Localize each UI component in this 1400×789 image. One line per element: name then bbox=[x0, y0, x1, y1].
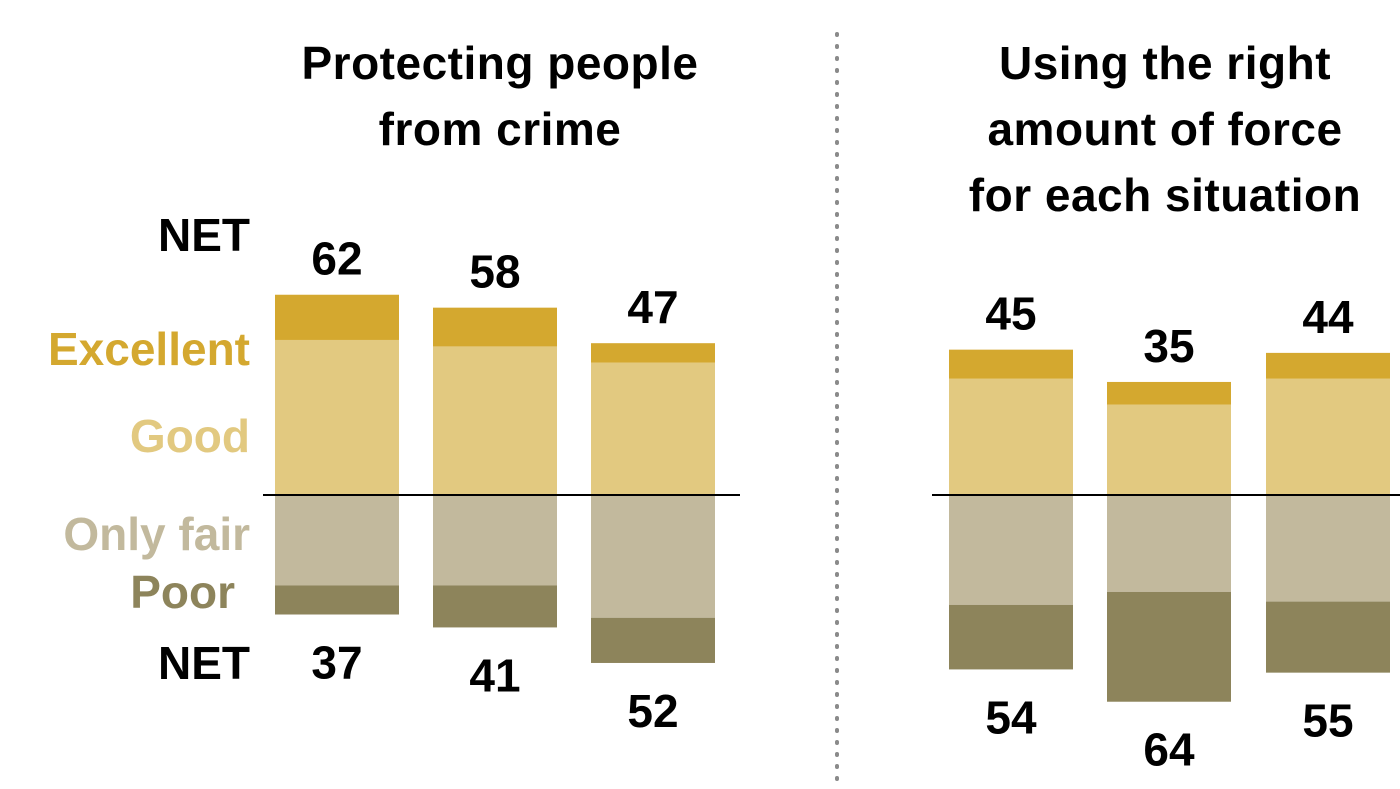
net-positive-label-force-3: 44 bbox=[1302, 291, 1354, 343]
net-negative-label-crime-1: 37 bbox=[311, 637, 362, 689]
net-negative-label-force-2: 64 bbox=[1143, 724, 1195, 776]
bar-crime-1-good bbox=[275, 339, 399, 495]
bar-force-1-good bbox=[949, 378, 1073, 495]
net-positive-label-crime-2: 58 bbox=[469, 246, 520, 298]
net-negative-label-crime-2: 41 bbox=[469, 649, 520, 701]
legend-excellent: Excellent bbox=[48, 323, 250, 375]
bar-force-3-poor bbox=[1266, 601, 1390, 673]
bar-crime-2-only-fair bbox=[433, 495, 557, 586]
bar-crime-2-good bbox=[433, 346, 557, 495]
net-positive-label-crime-3: 47 bbox=[627, 281, 678, 333]
bar-crime-3-excellent bbox=[591, 343, 715, 363]
bar-crime-1-excellent bbox=[275, 294, 399, 340]
bar-force-1-only-fair bbox=[949, 495, 1073, 605]
legend-net-top: NET bbox=[158, 209, 250, 261]
bar-force-2-only-fair bbox=[1107, 495, 1231, 592]
bar-force-1-poor bbox=[949, 604, 1073, 670]
bar-force-2-excellent bbox=[1107, 381, 1231, 405]
bar-crime-3-only-fair bbox=[591, 495, 715, 618]
net-negative-label-force-1: 54 bbox=[985, 691, 1037, 743]
bar-force-1-excellent bbox=[949, 349, 1073, 379]
panel-title-crime-line-1: Protecting people bbox=[301, 37, 699, 89]
bar-force-2-good bbox=[1107, 404, 1231, 495]
legend-net-bottom: NET bbox=[158, 637, 250, 689]
panel-title-force-line-3: for each situation bbox=[968, 169, 1362, 221]
legend-only-fair: Only fair bbox=[63, 508, 250, 560]
bar-crime-2-excellent bbox=[433, 307, 557, 347]
legend-good: Good bbox=[129, 410, 250, 462]
panel-title-force: Using the right amount of force for each… bbox=[920, 30, 1400, 228]
net-positive-label-crime-1: 62 bbox=[311, 233, 362, 285]
net-negative-label-crime-3: 52 bbox=[627, 685, 678, 737]
bar-crime-3-poor bbox=[591, 617, 715, 663]
net-positive-label-force-2: 35 bbox=[1143, 320, 1194, 372]
panel-title-crime-line-2: from crime bbox=[378, 103, 622, 155]
bar-crime-2-poor bbox=[433, 585, 557, 628]
panel-title-crime: Protecting people from crime bbox=[250, 30, 750, 162]
panel-title-force-line-2: amount of force bbox=[987, 103, 1343, 155]
panel-title-force-line-1: Using the right bbox=[998, 37, 1332, 89]
bar-force-3-good bbox=[1266, 378, 1390, 495]
bar-force-3-only-fair bbox=[1266, 495, 1390, 602]
bar-crime-3-good bbox=[591, 362, 715, 495]
bar-crime-1-only-fair bbox=[275, 495, 399, 586]
net-positive-label-force-1: 45 bbox=[985, 288, 1036, 340]
legend-poor: Poor bbox=[130, 566, 235, 618]
bar-force-3-excellent bbox=[1266, 352, 1390, 379]
net-negative-label-force-3: 55 bbox=[1302, 695, 1353, 747]
bar-force-2-poor bbox=[1107, 591, 1231, 702]
bar-crime-1-poor bbox=[275, 585, 399, 615]
